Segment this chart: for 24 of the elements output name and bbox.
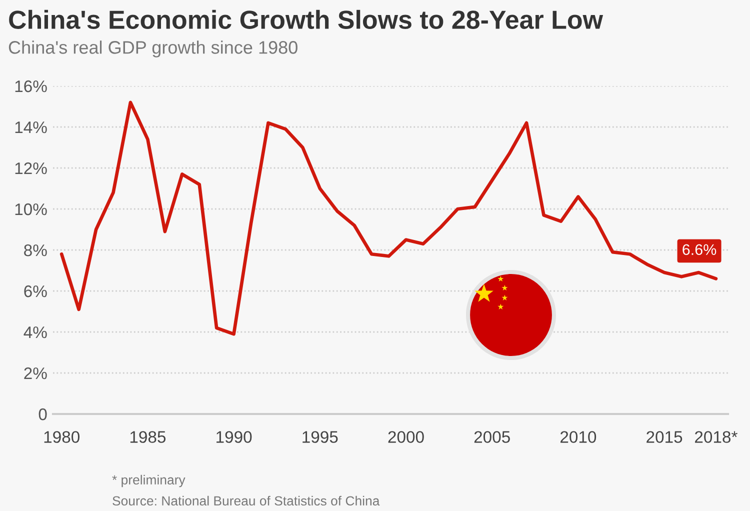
- y-tick-label: 12%: [15, 162, 47, 174]
- y-tick-label: 2%: [24, 367, 47, 380]
- y-tick-label: 6%: [24, 285, 47, 298]
- x-tick-label: 2005: [474, 431, 510, 443]
- y-tick-label: 0: [38, 408, 47, 420]
- chart-title: China's Economic Growth Slows to 28-Year Low: [9, 10, 604, 29]
- line-series: [60, 100, 718, 336]
- x-tick-label: 1995: [302, 431, 338, 443]
- x-tick-label: 2018*: [695, 431, 738, 443]
- y-tick-label: 8%: [24, 244, 47, 256]
- x-tick-label: 1990: [216, 431, 252, 443]
- x-tick-label: 1980: [44, 431, 80, 443]
- y-tick-label: 4%: [24, 326, 47, 338]
- x-tick-label: 2000: [388, 431, 424, 443]
- y-tick-label: 16%: [15, 80, 47, 92]
- data-label: 6.6%: [682, 244, 716, 256]
- source-note: Source: National Bureau of Statistics of China: [112, 496, 380, 506]
- y-tick-label: 14%: [15, 121, 47, 134]
- x-tick-label: 1985: [130, 431, 166, 443]
- y-tick-label: 10%: [15, 203, 47, 216]
- x-tick-label: 2015: [646, 431, 682, 443]
- x-tick-label: 2010: [560, 431, 596, 443]
- text: * preliminary: [112, 474, 186, 488]
- chart-subtitle: China's real GDP growth since 1980: [8, 40, 298, 58]
